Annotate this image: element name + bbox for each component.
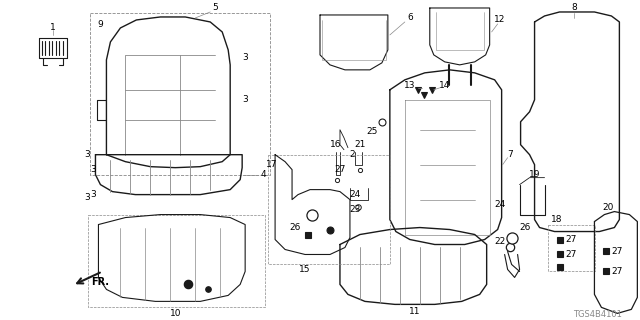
Text: 5: 5 (212, 4, 218, 12)
Text: 4: 4 (260, 170, 266, 179)
Text: 19: 19 (529, 170, 540, 179)
Text: 13: 13 (404, 81, 415, 90)
Text: 1: 1 (50, 23, 56, 32)
Text: 17: 17 (266, 160, 278, 169)
Text: 27: 27 (566, 235, 577, 244)
Text: 6: 6 (407, 13, 413, 22)
Text: 26: 26 (519, 223, 531, 232)
Text: 14: 14 (439, 81, 451, 90)
Text: 26: 26 (289, 223, 301, 232)
Text: 24: 24 (349, 190, 360, 199)
Text: 16: 16 (330, 140, 342, 149)
Text: 15: 15 (300, 265, 311, 274)
Text: TGS4B4101: TGS4B4101 (573, 310, 622, 319)
Text: 10: 10 (170, 309, 181, 318)
Text: 11: 11 (409, 307, 420, 316)
Text: 20: 20 (603, 203, 614, 212)
Text: 3: 3 (91, 190, 97, 199)
Text: 27: 27 (566, 250, 577, 259)
Text: 18: 18 (551, 215, 563, 224)
Text: 3: 3 (84, 193, 90, 202)
Text: FR.: FR. (92, 277, 109, 287)
Text: 8: 8 (572, 4, 577, 12)
Text: 22: 22 (494, 237, 505, 246)
Text: 24: 24 (494, 200, 505, 209)
Text: 7: 7 (507, 150, 513, 159)
Text: 27: 27 (612, 267, 623, 276)
Text: 3: 3 (91, 165, 97, 174)
Text: 3: 3 (243, 95, 248, 104)
Text: 27: 27 (334, 165, 346, 174)
Text: 23: 23 (349, 205, 360, 214)
Text: 27: 27 (612, 247, 623, 256)
Text: 21: 21 (354, 140, 365, 149)
Text: 12: 12 (494, 15, 506, 24)
Text: 2: 2 (349, 150, 355, 159)
Text: 3: 3 (243, 53, 248, 62)
Text: 9: 9 (97, 20, 103, 29)
Text: 25: 25 (366, 127, 378, 136)
Text: 3: 3 (84, 150, 90, 159)
